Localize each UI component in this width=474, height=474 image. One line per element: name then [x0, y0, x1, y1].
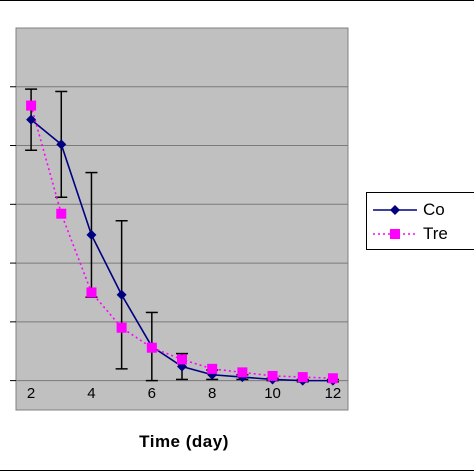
x-tick-label-0: 2 — [27, 385, 35, 402]
legend-item-series-2: Tre — [367, 224, 474, 244]
point-series-2-4 — [146, 342, 157, 353]
x-tick-label-5: 12 — [325, 385, 342, 402]
plot-area — [15, 27, 349, 411]
point-series-2-2 — [86, 287, 97, 298]
point-series-2-6 — [207, 363, 218, 374]
point-series-2-5 — [177, 354, 187, 365]
legend-swatch-series-2 — [373, 229, 417, 239]
legend-swatch-series-1 — [373, 205, 417, 215]
legend-label-series-2: Tre — [423, 224, 448, 243]
point-series-2-10 — [327, 373, 338, 384]
legend-item-series-1: Co — [367, 200, 474, 220]
point-series-2-8 — [267, 370, 278, 381]
series-markers — [26, 100, 338, 386]
legend-label-series-1: Co — [423, 200, 445, 219]
x-tick-label-3: 8 — [208, 385, 216, 402]
point-series-1-2 — [86, 229, 97, 240]
x-tick-label-2: 6 — [148, 385, 156, 402]
point-series-2-0 — [26, 100, 37, 111]
x-tick-label-1: 4 — [87, 385, 95, 402]
point-series-2-7 — [237, 367, 248, 378]
x-axis-label: Time (day) — [139, 432, 229, 451]
point-series-2-3 — [116, 322, 127, 333]
x-tick-label-4: 10 — [264, 385, 281, 402]
point-series-1-1 — [56, 139, 67, 150]
legend: Co Tre — [366, 192, 474, 250]
gridlines — [10, 86, 348, 382]
point-series-2-1 — [56, 208, 67, 219]
point-series-2-9 — [297, 372, 308, 383]
point-series-1-0 — [26, 114, 37, 125]
point-series-1-3 — [116, 289, 127, 300]
x-tick-labels: 2 4 6 8 10 12 — [27, 385, 341, 402]
